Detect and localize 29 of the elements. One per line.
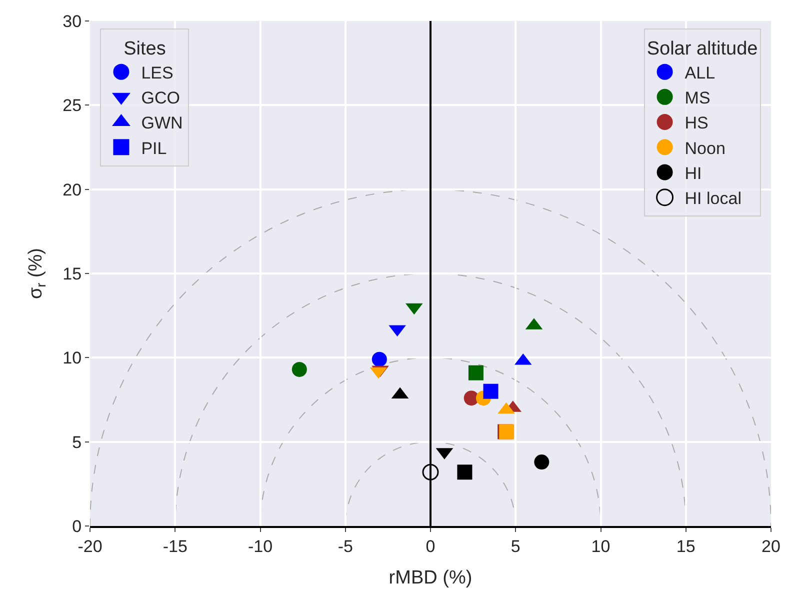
y-tick-label: 15 [62, 264, 82, 284]
x-tick-label: -20 [78, 537, 102, 556]
legend-label: Noon [684, 138, 726, 158]
x-tick-label: 0 [426, 537, 436, 556]
x-tick-label: 20 [762, 537, 780, 556]
legend-label: PIL [141, 138, 167, 158]
y-tick-label: 30 [62, 12, 82, 31]
legend-label: ALL [684, 63, 716, 82]
legend-label: LES [141, 63, 174, 82]
legend-label: MS [684, 88, 710, 108]
y-tick-label: 5 [72, 432, 82, 452]
y-tick-label: 20 [62, 180, 82, 200]
y-tick-label: 0 [72, 516, 82, 536]
legend-label: GCO [141, 88, 180, 108]
x-axis-title: rMBD (%) [388, 567, 472, 588]
y-tick-label: 10 [62, 348, 82, 368]
x-tick-label: 5 [510, 537, 520, 556]
x-tick-label: 15 [676, 537, 696, 556]
legend-label: HI [684, 164, 702, 183]
text: Solar altitude [646, 38, 758, 60]
legend-label: HI local [684, 188, 742, 208]
legend-label: GWN [141, 114, 183, 133]
x-tick-label: -5 [338, 537, 353, 556]
x-tick-label: -15 [162, 537, 188, 556]
text: Sites [124, 38, 166, 60]
x-tick-label: 10 [591, 537, 610, 556]
legend-label: HS [684, 114, 708, 133]
y-tick-label: 25 [62, 96, 82, 116]
x-tick-label: -10 [248, 537, 273, 556]
